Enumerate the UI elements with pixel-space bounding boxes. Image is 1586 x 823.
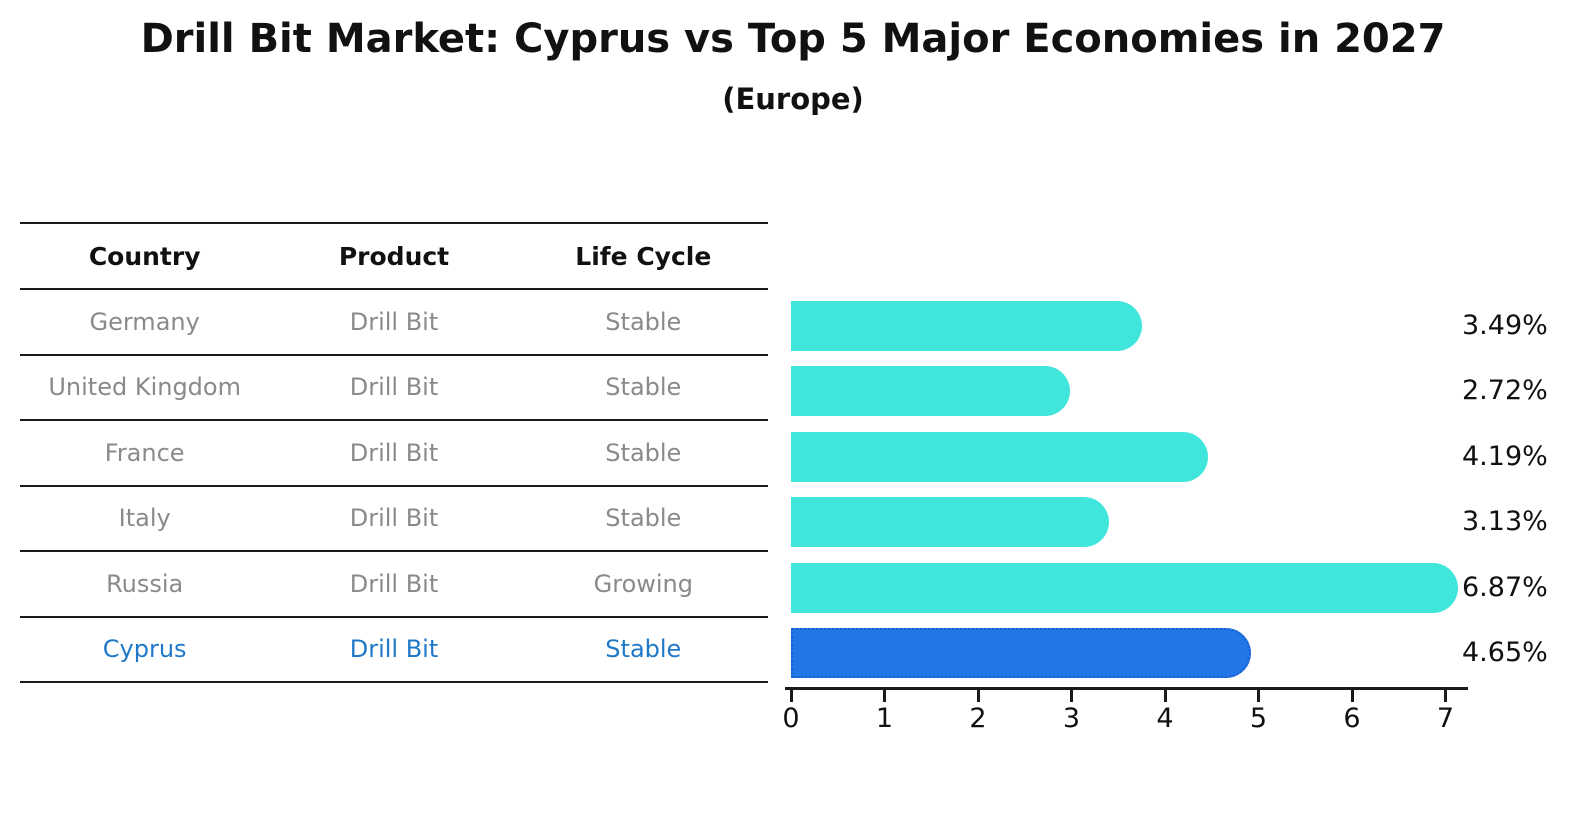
table-header-product: Product [338,241,450,271]
value-label: 4.19% [1462,440,1548,472]
comparison-table: Country Product Life Cycle Germany Drill … [20,222,768,683]
table-header-row: Country Product Life Cycle [20,224,768,290]
table-cell-product: Drill Bit [349,373,439,402]
axis-tick-label: 0 [782,703,800,734]
axis-tick-label: 3 [1062,703,1081,734]
table-cell-country: Germany [89,307,200,336]
table-row: Germany Drill Bit Stable [20,290,768,356]
table-cell-product: Drill Bit [349,635,439,664]
chart-subtitle: (Europe) [722,82,864,116]
table-cell-life-cycle: Growing [593,569,693,598]
axis-tick [789,690,793,702]
table-cell-country: France [104,438,185,467]
bar-france [791,431,1208,482]
table-row: Russia Drill Bit Growing [20,552,768,618]
axis-tick-label: 2 [969,703,987,734]
table-row: Italy Drill Bit Stable [20,487,768,552]
table-cell-product: Drill Bit [349,438,439,467]
value-label: 3.49% [1462,309,1548,341]
table-cell-life-cycle: Stable [605,438,682,467]
axis-tick [1350,690,1354,702]
table-cell-life-cycle: Stable [605,373,682,402]
table-cell-product: Drill Bit [349,504,439,533]
axis-tick [976,690,980,702]
bar-united-kingdom [791,366,1071,416]
axis-tick-label: 1 [875,703,894,734]
table-cell-country: Italy [118,504,171,533]
axis-tick-label: 5 [1249,703,1268,734]
axis-tick [1070,690,1073,702]
table-header-country: Country [88,241,201,271]
table-header-life-cycle: Life Cycle [575,241,712,271]
axis-tick-label: 4 [1156,703,1174,734]
axis-tick [1257,690,1260,702]
table-cell-country: United Kingdom [48,373,241,402]
x-axis [785,687,1468,690]
table-cell-life-cycle: Stable [605,307,682,336]
table-cell-product: Drill Bit [349,569,439,598]
table-cell-life-cycle: Stable [605,504,682,533]
table-row: Cyprus Drill Bit Stable [20,618,768,683]
table-cell-product: Drill Bit [349,307,439,336]
table-rows: Germany Drill Bit Stable United Kingdom Dril… [20,290,768,683]
axis-tick [1444,690,1447,702]
value-label: 3.13% [1462,506,1548,537]
value-label: 4.65% [1462,637,1548,668]
value-label: 6.87% [1462,571,1548,603]
table-cell-country: Cyprus [102,635,187,664]
value-label: 2.72% [1462,375,1548,406]
table-row: France Drill Bit Stable [20,421,768,487]
axis-tick [883,690,886,702]
table-cell-country: Russia [106,569,184,598]
axis-tick [1163,690,1167,702]
table-row: United Kingdom Drill Bit Stable [20,356,768,421]
bar-germany [791,300,1143,351]
table-cell-life-cycle: Stable [605,635,682,664]
bar-cyprus [791,628,1251,678]
axis-tick-label: 6 [1343,703,1361,734]
bar-russia [791,562,1459,613]
bar-italy [791,497,1109,547]
axis-tick-label: 7 [1436,703,1455,734]
chart-title: Drill Bit Market: Cyprus vs Top 5 Major … [140,16,1446,62]
